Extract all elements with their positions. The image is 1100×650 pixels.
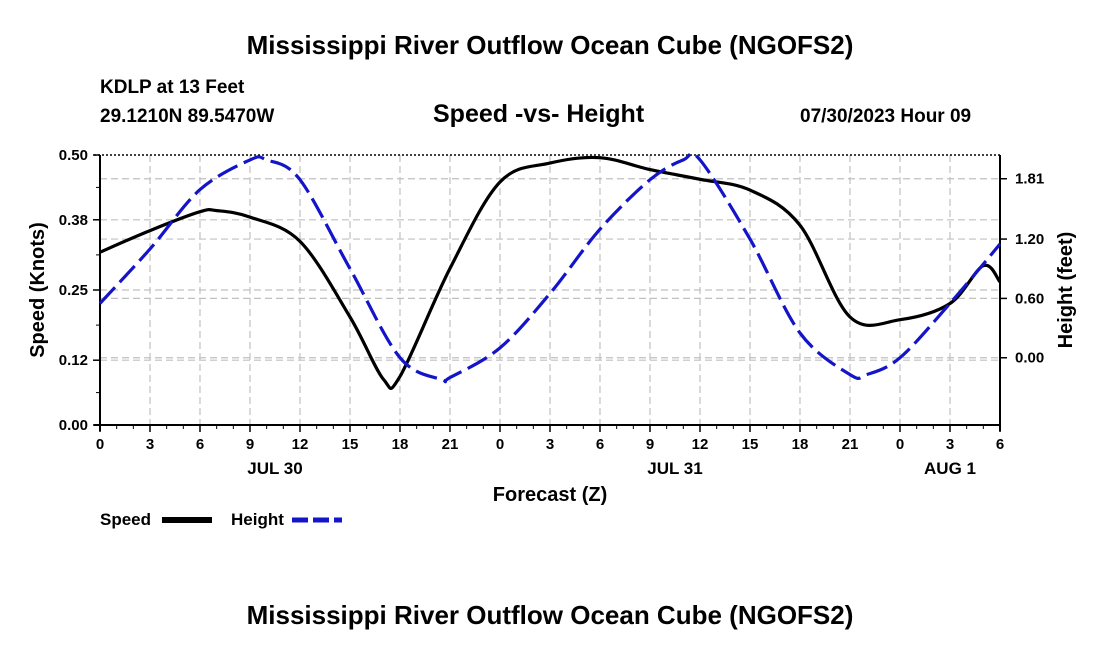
x-tick-label: 18: [392, 436, 409, 453]
x-tick-label: 12: [692, 436, 709, 453]
x-date-label: AUG 1: [924, 459, 976, 478]
y-tick-label: 0.12: [59, 352, 88, 369]
forecast-datetime: 07/30/2023 Hour 09: [800, 106, 972, 127]
y-tick-label: 0.50: [59, 147, 88, 164]
x-tick-label: 9: [246, 436, 254, 453]
x-tick-label: 6: [196, 436, 204, 453]
x-tick-label: 21: [842, 436, 859, 453]
chart-title: Mississippi River Outflow Ocean Cube (NG…: [246, 30, 854, 60]
x-axis-title: Forecast (Z): [493, 484, 607, 506]
y-tick-label: 0.38: [59, 212, 88, 229]
x-tick-label: 3: [546, 436, 554, 453]
station-coordinates: 29.1210N 89.5470W: [100, 106, 275, 127]
x-tick-label: 3: [146, 436, 154, 453]
x-tick-label: 18: [792, 436, 809, 453]
legend-swatches: [162, 517, 342, 523]
x-tick-label: 15: [342, 436, 359, 453]
x-tick-label: 21: [442, 436, 459, 453]
x-tick-label: 3: [946, 436, 954, 453]
y2-tick-label: 1.20: [1015, 231, 1044, 248]
y-axis-title: Speed (Knots): [27, 222, 49, 358]
y-tick-label: 0.25: [59, 282, 88, 299]
station-label: KDLP at 13 Feet: [100, 77, 245, 98]
x-tick-label: 0: [496, 436, 504, 453]
y2-tick-label: 1.81: [1015, 171, 1044, 188]
x-tick-label: 9: [646, 436, 654, 453]
legend-height-label: Height: [231, 510, 284, 529]
x-tick-label: 12: [292, 436, 309, 453]
x-tick-label: 0: [896, 436, 904, 453]
y2-tick-label: 0.60: [1015, 290, 1044, 307]
chart-subtitle: Speed -vs- Height: [433, 100, 645, 128]
x-date-label: JUL 31: [647, 459, 702, 478]
speed-series-line: [99, 155, 1002, 390]
x-date-label: JUL 30: [247, 459, 302, 478]
x-tick-label: 15: [742, 436, 759, 453]
x-tick-label: 6: [996, 436, 1004, 453]
y2-tick-label: 0.00: [1015, 350, 1044, 367]
x-tick-label: 0: [96, 436, 104, 453]
y-tick-label: 0.00: [59, 417, 88, 434]
legend-speed-label: Speed: [100, 510, 152, 529]
height-series-line: [98, 151, 1002, 384]
x-tick-label: 6: [596, 436, 604, 453]
y2-axis-title: Height (feet): [1055, 232, 1077, 349]
footer-title: Mississippi River Outflow Ocean Cube (NG…: [246, 600, 854, 630]
